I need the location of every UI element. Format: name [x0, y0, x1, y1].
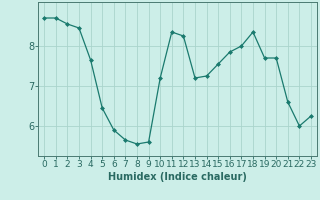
X-axis label: Humidex (Indice chaleur): Humidex (Indice chaleur)	[108, 172, 247, 182]
